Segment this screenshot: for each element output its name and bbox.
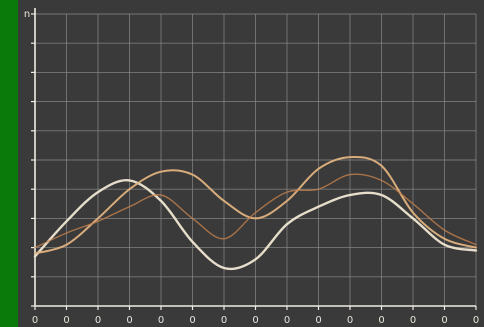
x-tick-label: 0 [63,315,69,326]
x-tick-label: 0 [378,315,384,326]
x-tick-label: 0 [189,315,195,326]
series-line-1 [33,179,478,271]
x-tick-label: 0 [32,315,38,326]
x-tick-label: 0 [284,315,290,326]
x-tick-label: 0 [126,315,132,326]
y-tick-label-top: n [24,9,30,20]
series-line-3 [34,173,477,249]
series-line-2 [34,155,477,255]
x-tick-label: 0 [252,315,258,326]
x-tick-label: 0 [473,315,479,326]
x-tick-label: 0 [410,315,416,326]
series-lines [33,155,478,271]
x-tick-label: 0 [441,315,447,326]
left-edge-bar [0,0,18,327]
x-tick-label: 0 [315,315,321,326]
grid [35,13,477,306]
x-tick-label: 0 [95,315,101,326]
x-tick-label: 0 [158,315,164,326]
tick-labels: 0 0 0 0 0 0 0 0 0 0 0 0 0 0 0 n [24,9,479,326]
x-tick-label: 0 [221,315,227,326]
x-tick-label: 0 [347,315,353,326]
